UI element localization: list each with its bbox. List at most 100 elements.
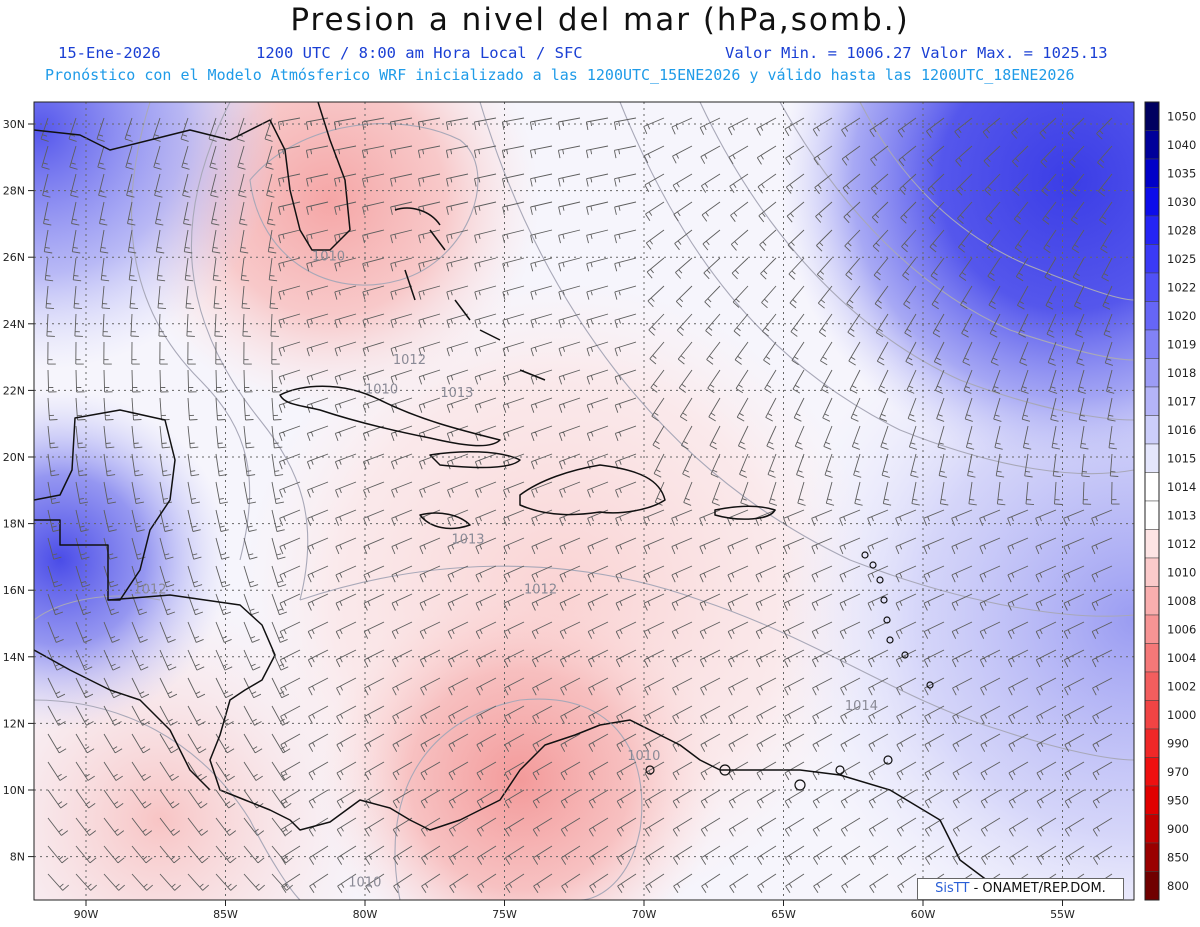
longitude-labels: 90W 85W 80W 75W 70W 65W 60W 55W [74, 900, 1075, 921]
colorbar-swatch [1144, 814, 1160, 844]
colorbar-swatch [1144, 187, 1160, 217]
colorbar-swatch [1144, 643, 1160, 673]
lon-label: 75W [492, 908, 517, 921]
colorbar-label: 1014 [1167, 480, 1196, 494]
colorbar-label: 1004 [1167, 651, 1196, 665]
colorbar-label: 1010 [1167, 565, 1196, 579]
coastlines [34, 102, 1021, 900]
colorbar-label: 1017 [1167, 394, 1196, 408]
colorbar-label: 800 [1167, 879, 1189, 893]
colorbar-label: 950 [1167, 793, 1189, 807]
contour-label: 1013 [451, 533, 484, 548]
colorbar-swatch [1144, 728, 1160, 758]
colorbar-swatch [1144, 700, 1160, 730]
contour-label: 1010 [348, 876, 381, 891]
lat-label: 12N [3, 717, 25, 730]
colorbar-swatch [1144, 443, 1160, 473]
colorbar-label: 970 [1167, 765, 1189, 779]
lat-label: 20N [3, 451, 25, 464]
colorbar-label: 1015 [1167, 451, 1196, 465]
lon-label: 90W [74, 908, 99, 921]
colorbar-label: 1002 [1167, 679, 1196, 693]
lon-label: 60W [911, 908, 936, 921]
forecast-date: 15-Ene-2026 [58, 44, 161, 62]
lat-label: 22N [3, 384, 25, 397]
colorbar-swatch [1144, 244, 1160, 274]
colorbar-swatch [1144, 671, 1160, 701]
colorbar-swatch [1144, 415, 1160, 445]
lon-label: 85W [213, 908, 238, 921]
colorbar-label: 1018 [1167, 366, 1196, 380]
colorbar-swatch [1144, 358, 1160, 388]
map-frame [33, 101, 1135, 901]
contour-label: 1010 [365, 383, 398, 398]
colorbar-swatch [1144, 158, 1160, 188]
latitude-labels: 30N 28N 26N 24N 22N 20N 18N 16N 14N 12N 10N 8N [3, 118, 34, 864]
colorbar-swatch [1144, 215, 1160, 245]
colorbar-swatch [1144, 529, 1160, 559]
contour-label: 1010 [312, 250, 345, 265]
map-title: Presion a nivel del mar (hPa,somb.) [290, 2, 910, 38]
pressure-colorbar: 1050 1040 1035 1030 1028 1025 1022 1020 1019 1018… [1144, 101, 1196, 901]
colorbar-label: 1008 [1167, 594, 1196, 608]
contour-label: 1012 [524, 583, 557, 598]
colorbar-swatch [1144, 130, 1160, 160]
colorbar-swatch [1144, 757, 1160, 787]
credit-box: SisTT - ONAMET/REP.DOM. [917, 878, 1124, 900]
lat-label: 18N [3, 518, 25, 531]
lat-label: 14N [3, 651, 25, 664]
colorbar-swatch [1144, 785, 1160, 815]
colorbar-label: 1020 [1167, 309, 1196, 323]
colorbar-label: 900 [1167, 822, 1189, 836]
colorbar-swatch [1144, 386, 1160, 416]
colorbar-swatch [1144, 871, 1160, 901]
lon-label: 65W [771, 908, 796, 921]
colorbar-label: 1030 [1167, 195, 1196, 209]
colorbar-label: 1013 [1167, 508, 1196, 522]
credit-text: - ONAMET/REP.DOM. [969, 881, 1106, 896]
colorbar-swatch [1144, 101, 1160, 131]
lat-label: 28N [3, 185, 25, 198]
colorbar-label: 1050 [1167, 109, 1196, 123]
colorbar-label: 1028 [1167, 223, 1196, 237]
lon-label: 55W [1050, 908, 1075, 921]
colorbar-label: 1040 [1167, 138, 1196, 152]
colorbar-label: 1000 [1167, 708, 1196, 722]
contour-label: 1012 [393, 353, 426, 368]
colorbar-swatch [1144, 301, 1160, 331]
colorbar-label: 1025 [1167, 252, 1196, 266]
lon-label: 80W [353, 908, 378, 921]
grid-lines [34, 102, 1134, 900]
colorbar-swatch [1144, 500, 1160, 530]
lat-label: 16N [3, 584, 25, 597]
colorbar-swatch [1144, 614, 1160, 644]
lat-label: 8N [10, 851, 25, 864]
lat-label: 10N [3, 784, 25, 797]
contour-label: 1014 [845, 699, 878, 714]
colorbar-swatch [1144, 272, 1160, 302]
colorbar-label: 850 [1167, 850, 1189, 864]
lat-label: 24N [3, 318, 25, 331]
colorbar-swatch [1144, 472, 1160, 502]
colorbar-label: 1019 [1167, 337, 1196, 351]
colorbar-swatch [1144, 586, 1160, 616]
forecast-description: Pronóstico con el Modelo Atmósferico WRF… [45, 66, 1075, 84]
min-max-values: Valor Min. = 1006.27 Valor Max. = 1025.1… [725, 44, 1108, 62]
contour-label: 1012 [133, 583, 166, 598]
pressure-field: 1010 1012 1013 1010 1013 1012 1012 1010 1014 1010 [34, 102, 1134, 900]
colorbar-swatch [1144, 557, 1160, 587]
colorbar-label: 990 [1167, 736, 1189, 750]
contour-labels: 1010 1012 1013 1010 1013 1012 1012 1010 1014 1010 [133, 250, 878, 891]
colorbar-swatch [1144, 329, 1160, 359]
sistt-logo: SisTT [935, 881, 970, 896]
colorbar-label: 1016 [1167, 423, 1196, 437]
lat-label: 30N [3, 118, 25, 131]
contour-label: 1010 [627, 749, 660, 764]
colorbar-label: 1006 [1167, 622, 1196, 636]
colorbar-swatch [1144, 842, 1160, 872]
lon-label: 70W [632, 908, 657, 921]
valid-time: 1200 UTC / 8:00 am Hora Local / SFC [256, 44, 583, 62]
contour-label: 1013 [440, 386, 473, 401]
colorbar-label: 1035 [1167, 166, 1196, 180]
